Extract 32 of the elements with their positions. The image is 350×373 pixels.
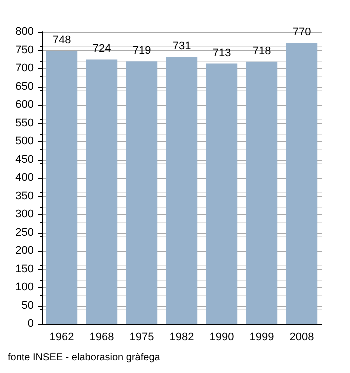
x-tick-label: 1962 — [50, 332, 74, 344]
y-tick-label: 300 — [16, 208, 34, 220]
x-tick-label: 1990 — [210, 332, 234, 344]
y-tick-label: 150 — [16, 263, 34, 276]
x-tick-label: 1975 — [130, 332, 154, 344]
y-tick-label: 800 — [16, 26, 34, 38]
x-tick-label: 1999 — [250, 332, 274, 344]
data-label: 770 — [292, 26, 312, 38]
data-label: 748 — [52, 34, 72, 46]
y-tick-label: 750 — [16, 44, 34, 56]
y-tick-label: 650 — [16, 80, 34, 93]
y-tick-label: 50 — [22, 300, 34, 312]
y-tick-label: 350 — [16, 190, 34, 202]
x-tick-label: 1968 — [90, 332, 114, 344]
y-tick-label: 0 — [28, 318, 34, 330]
source-note: fonte INSEE - elaborasion gràfega — [8, 352, 161, 364]
y-tick-label: 100 — [16, 282, 34, 294]
y-tick-label: 550 — [16, 117, 34, 130]
y-tick-label: 700 — [16, 62, 34, 74]
data-label: 731 — [172, 40, 192, 53]
data-label: 724 — [92, 43, 112, 56]
data-label: 713 — [212, 47, 232, 60]
y-tick-label: 400 — [16, 172, 34, 184]
y-tick-label: 500 — [16, 136, 34, 148]
x-tick-label: 2008 — [290, 332, 314, 344]
x-tick-label: 1982 — [170, 332, 194, 344]
y-tick-label: 600 — [16, 99, 34, 111]
data-label: 718 — [252, 45, 272, 58]
y-tick-label: 450 — [16, 154, 34, 166]
y-tick-label: 200 — [16, 245, 34, 257]
y-tick-label: 250 — [16, 226, 34, 239]
data-label: 719 — [132, 45, 152, 58]
